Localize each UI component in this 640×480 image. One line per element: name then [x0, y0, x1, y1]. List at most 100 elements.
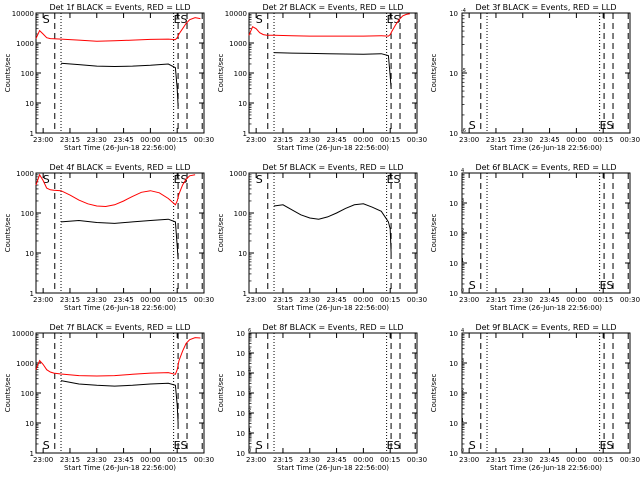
x-tick-label: 00:30	[620, 136, 640, 144]
x-tick-label: 23:30	[300, 456, 320, 464]
y-tick-label: 10	[236, 450, 245, 458]
y-tick-exponent: 4	[248, 368, 251, 374]
panel-title: Det 5f BLACK = Events, RED = LLD	[262, 163, 403, 172]
y-tick-label: 10	[449, 290, 458, 298]
flag-label: S	[256, 173, 263, 186]
y-tick-label: 1000	[16, 360, 34, 368]
x-axis-label: Start Time (26-Jun-18 22:56:00)	[64, 304, 176, 312]
flag-label: S	[256, 13, 263, 26]
events-line	[60, 380, 179, 424]
events-line	[273, 203, 392, 254]
y-tick-exponent: 3	[461, 358, 464, 364]
x-axis-label: Start Time (26-Jun-18 22:56:00)	[277, 304, 389, 312]
y-axis-label: Counts/sec	[430, 214, 438, 253]
x-tick-label: 00:15	[593, 296, 613, 304]
y-tick-label: 10	[236, 410, 245, 418]
panel-det-2: Det 2f BLACK = Events, RED = LLD10000100…	[217, 3, 427, 152]
x-tick-label: 00:00	[566, 136, 586, 144]
flag-label: S	[469, 119, 476, 132]
flag-label: ES	[387, 173, 401, 186]
x-tick-label: 00:00	[353, 456, 373, 464]
x-tick-label: 23:30	[87, 456, 107, 464]
x-tick-label: 00:30	[194, 296, 214, 304]
x-tick-label: 23:15	[60, 136, 80, 144]
lld-line	[35, 337, 201, 377]
x-tick-label: 23:15	[273, 296, 293, 304]
y-tick-label: 10	[25, 250, 34, 258]
y-tick-exponent: 0	[248, 448, 251, 454]
y-tick-label: 10	[449, 230, 458, 238]
y-tick-exponent: 2	[461, 388, 464, 394]
y-tick-label: 10	[449, 450, 458, 458]
x-tick-label: 23:45	[539, 296, 559, 304]
x-tick-label: 23:00	[33, 456, 53, 464]
y-tick-exponent: 5	[248, 348, 251, 354]
y-tick-label: 100	[234, 210, 247, 218]
y-tick-label: 10	[449, 260, 458, 268]
y-tick-label: 10	[238, 100, 247, 108]
y-tick-label: 10000	[12, 10, 34, 18]
x-tick-label: 23:15	[273, 456, 293, 464]
x-tick-label: 23:15	[486, 456, 506, 464]
x-tick-label: 23:45	[539, 136, 559, 144]
y-tick-label: 1000	[229, 40, 247, 48]
y-tick-label: 10	[236, 390, 245, 398]
x-tick-label: 00:00	[140, 456, 160, 464]
x-tick-label: 23:30	[300, 136, 320, 144]
x-tick-label: 23:00	[459, 136, 479, 144]
x-tick-label: 23:45	[113, 456, 133, 464]
y-tick-label: 10	[236, 430, 245, 438]
flag-label: ES	[600, 279, 614, 292]
x-tick-label: 00:15	[593, 456, 613, 464]
x-tick-label: 00:00	[140, 136, 160, 144]
y-tick-label: 10	[449, 10, 458, 18]
y-tick-label: 10	[238, 250, 247, 258]
x-tick-label: 23:30	[87, 136, 107, 144]
y-tick-label: 10	[449, 200, 458, 208]
lld-line	[35, 17, 201, 42]
y-tick-label: 10	[449, 130, 458, 138]
y-tick-label: 1000	[16, 170, 34, 178]
y-tick-label: 10	[449, 420, 458, 428]
y-tick-label: 1	[243, 130, 247, 138]
panel-det-3: Det 3f BLACK = Events, RED = LLD10-410-5…	[430, 3, 640, 152]
x-tick-label: 23:45	[326, 456, 346, 464]
y-tick-exponent: 3	[248, 388, 251, 394]
x-axis-label: Start Time (26-Jun-18 22:56:00)	[64, 144, 176, 152]
x-tick-label: 00:30	[407, 136, 427, 144]
y-tick-exponent: 2	[248, 408, 251, 414]
x-tick-label: 00:00	[566, 296, 586, 304]
x-axis-label: Start Time (26-Jun-18 22:56:00)	[277, 464, 389, 472]
panel-title: Det 6f BLACK = Events, RED = LLD	[475, 163, 616, 172]
y-axis-label: Counts/sec	[217, 54, 225, 93]
y-tick-exponent: 0	[461, 448, 464, 454]
x-axis-label: Start Time (26-Jun-18 22:56:00)	[490, 144, 602, 152]
x-tick-label: 23:00	[33, 296, 53, 304]
y-tick-exponent: 0	[461, 288, 464, 294]
y-tick-exponent: -6	[461, 128, 466, 134]
flag-label: ES	[387, 439, 401, 452]
x-tick-label: 23:15	[60, 456, 80, 464]
y-tick-label: 10000	[225, 10, 247, 18]
flag-label: ES	[600, 119, 614, 132]
x-tick-label: 23:15	[486, 296, 506, 304]
panel-title: Det 9f BLACK = Events, RED = LLD	[475, 323, 616, 332]
y-tick-exponent: 3	[461, 198, 464, 204]
y-tick-label: 1	[30, 450, 34, 458]
x-tick-label: 23:00	[246, 136, 266, 144]
y-tick-exponent: 1	[461, 418, 464, 424]
panel-title: Det 1f BLACK = Events, RED = LLD	[49, 3, 190, 12]
x-tick-label: 23:00	[459, 296, 479, 304]
x-tick-label: 00:00	[353, 136, 373, 144]
x-axis-label: Start Time (26-Jun-18 22:56:00)	[490, 464, 602, 472]
x-tick-label: 23:00	[246, 456, 266, 464]
y-tick-label: 100	[234, 70, 247, 78]
flag-label: ES	[174, 13, 188, 26]
panel-det-7: Det 7f BLACK = Events, RED = LLD10000100…	[4, 323, 214, 472]
flag-label: S	[43, 439, 50, 452]
y-tick-label: 1	[30, 290, 34, 298]
y-tick-label: 1	[30, 130, 34, 138]
panel-title: Det 8f BLACK = Events, RED = LLD	[262, 323, 403, 332]
x-tick-label: 23:15	[273, 136, 293, 144]
